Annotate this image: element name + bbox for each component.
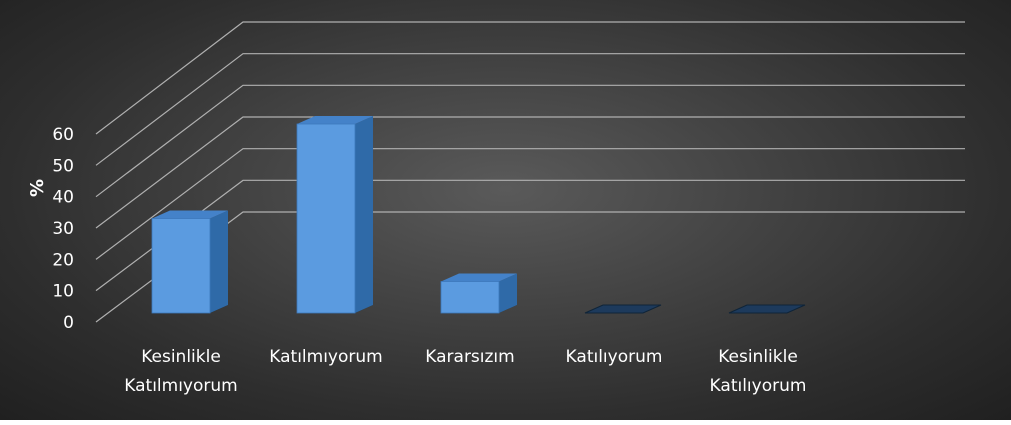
gridline (95, 21, 965, 135)
x-category-label: Katılmıyorum (269, 347, 382, 367)
gridline (95, 179, 965, 292)
gridline (95, 84, 965, 198)
x-category-label: Kesinlikle Katılmıyorum (124, 347, 237, 396)
bar (296, 123, 356, 314)
bar (728, 304, 806, 314)
bar-top (441, 273, 517, 282)
bar-top (297, 116, 373, 124)
gridline (95, 116, 965, 229)
bar (440, 281, 500, 314)
y-tick-label: 10 (52, 282, 74, 302)
y-tick-label: 50 (52, 156, 74, 176)
gridline (95, 53, 965, 166)
x-axis-categories: Kesinlikle Katılmıyorum Katılmıyorum Karars… (124, 347, 806, 396)
gridlines (95, 21, 965, 323)
x-category-label: Kararsızım (425, 347, 514, 367)
bar-top (152, 210, 228, 219)
y-tick-label: 0 (63, 313, 74, 333)
bars (151, 116, 806, 314)
y-tick-label: 30 (52, 219, 74, 239)
y-tick-label: 20 (52, 250, 74, 270)
gridline (95, 211, 965, 323)
bar-side (210, 210, 228, 313)
bar-side (355, 116, 373, 313)
y-axis-ticks: 0 10 20 30 40 50 60 (52, 125, 74, 333)
y-axis-label: % (27, 179, 48, 197)
x-category-label: Kesinlikle Katılıyorum (710, 347, 807, 396)
gridline (95, 148, 965, 260)
y-tick-label: 60 (52, 125, 74, 145)
bar (584, 304, 662, 314)
bar-side (499, 273, 517, 313)
x-category-label: Katılıyorum (566, 347, 663, 367)
y-tick-label: 40 (52, 188, 74, 208)
bar (151, 218, 211, 314)
